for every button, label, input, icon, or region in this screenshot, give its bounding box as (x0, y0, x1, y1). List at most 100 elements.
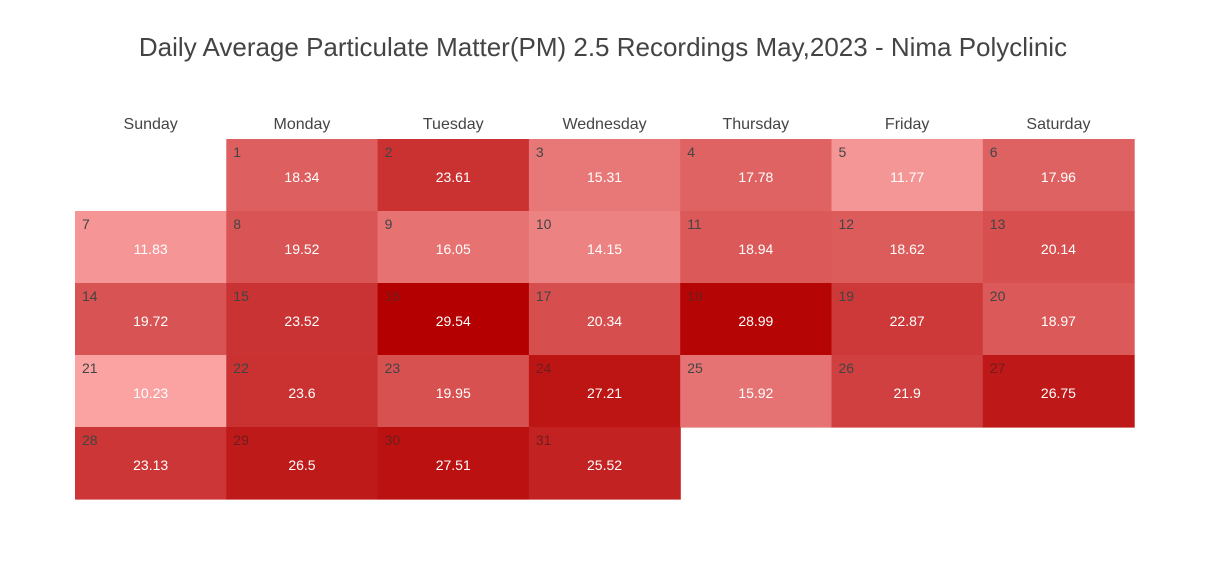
heatmap-cell: 15 23.52 (226, 283, 379, 356)
pm25-value-label: 17.78 (738, 169, 773, 185)
pm25-value-label: 19.52 (284, 241, 319, 257)
heatmap-cell-rect (528, 211, 681, 284)
day-number-label: 17 (536, 288, 552, 304)
day-number-label: 26 (839, 360, 855, 376)
day-number-label: 18 (687, 288, 703, 304)
day-number-label: 30 (385, 432, 401, 448)
heatmap-cell-rect (226, 427, 379, 500)
heatmap-cell: 417.78 (680, 139, 833, 212)
day-number-label: 25 (687, 360, 703, 376)
heatmap-cell-rect (982, 211, 1135, 284)
heatmap-cell-rect (982, 355, 1135, 428)
pm25-value-label: 19.72 (133, 313, 168, 329)
pm25-value-label: 18.62 (890, 241, 925, 257)
heatmap-cell-rect (831, 283, 984, 356)
heatmap-cell-rect (226, 211, 379, 284)
weekday-header: Wednesday (562, 116, 646, 133)
day-number-label: 13 (990, 216, 1006, 232)
heatmap-cell-rect (680, 211, 833, 284)
pm25-value-label: 18.34 (284, 169, 319, 185)
weekday-header: Tuesday (423, 116, 484, 133)
heatmap-cell: 30 27.51 (377, 427, 530, 500)
day-number-label: 19 (839, 288, 855, 304)
day-number-label: 15 (233, 288, 249, 304)
pm25-value-label: 15.31 (587, 169, 622, 185)
day-number-label: 23 (385, 360, 401, 376)
heatmap-cell-rect (377, 211, 530, 284)
heatmap-cell-rect (75, 355, 227, 428)
heatmap-cell: 11 18.94 (680, 211, 833, 284)
heatmap-cell: 14 19.72 (75, 283, 227, 356)
day-number-label: 4 (687, 144, 695, 160)
heatmap-cell: 511.77 (831, 139, 984, 212)
day-number-label: 24 (536, 360, 552, 376)
weekday-header: Monday (273, 116, 330, 133)
day-number-label: 11 (687, 216, 702, 232)
heatmap-cell: 315.31 (528, 139, 681, 212)
day-number-label: 31 (536, 432, 552, 448)
day-number-label: 8 (233, 216, 241, 232)
pm25-value-label: 23.61 (436, 169, 471, 185)
heatmap-cell-rect (377, 283, 530, 356)
day-number-label: 16 (385, 288, 401, 304)
pm25-value-label: 23.13 (133, 457, 168, 473)
chart-title: Daily Average Particulate Matter(PM) 2.5… (138, 32, 1068, 62)
pm25-value-label: 25.52 (587, 457, 622, 473)
heatmap-cell: 24 27.21 (528, 355, 681, 428)
pm25-value-label: 20.14 (1041, 241, 1076, 257)
heatmap-cell-rect (680, 139, 833, 212)
heatmap-cell-rect (528, 355, 681, 428)
pm25-value-label: 26.5 (288, 457, 315, 473)
heatmap-cell-rect (75, 283, 227, 356)
heatmap-cell: 25 15.92 (680, 355, 833, 428)
day-number-label: 1 (233, 144, 241, 160)
pm25-value-label: 20.34 (587, 313, 622, 329)
pm25-value-label: 15.92 (738, 385, 773, 401)
heatmap-cell: 13 20.14 (982, 211, 1135, 284)
heatmap-cell: 21 10.23 (75, 355, 227, 428)
heatmap-cell: 23 19.95 (377, 355, 530, 428)
pm25-value-label: 11.77 (890, 169, 924, 185)
pm25-value-label: 23.6 (288, 385, 315, 401)
weekday-header: Sunday (124, 116, 178, 133)
pm25-value-label: 14.15 (587, 241, 622, 257)
heatmap-cell-rect (226, 283, 379, 356)
heatmap-cell: 16 29.54 (377, 283, 530, 356)
day-number-label: 6 (990, 144, 998, 160)
heatmap-cell: 12 18.62 (831, 211, 984, 284)
day-number-label: 7 (82, 216, 90, 232)
heatmap-cell: 29 26.5 (226, 427, 379, 500)
heatmap-cell-rect (528, 283, 681, 356)
heatmap-cell-rect (528, 427, 681, 500)
weekday-header: Friday (885, 116, 929, 133)
heatmap-cell-rect (680, 283, 833, 356)
pm25-value-label: 19.95 (436, 385, 471, 401)
day-number-label: 21 (82, 360, 98, 376)
heatmap-cell: 26 21.9 (831, 355, 984, 428)
heatmap-cell-rect (377, 427, 530, 500)
heatmap-cell-rect (226, 355, 379, 428)
heatmap-cell-rect (982, 283, 1135, 356)
day-number-label: 20 (990, 288, 1006, 304)
heatmap-cell-rect (831, 211, 984, 284)
weekday-header: Thursday (722, 116, 789, 133)
heatmap-cell-rect (226, 139, 379, 212)
heatmap-cell: 819.52 (226, 211, 379, 284)
pm25-value-label: 16.05 (436, 241, 471, 257)
pm25-value-label: 10.23 (133, 385, 168, 401)
day-number-label: 27 (990, 360, 1006, 376)
day-number-label: 14 (82, 288, 98, 304)
pm25-value-label: 17.96 (1041, 169, 1076, 185)
pm25-value-label: 18.97 (1041, 313, 1076, 329)
day-number-label: 9 (385, 216, 393, 232)
heatmap-cell-rect (831, 355, 984, 428)
heatmap-cell: 10 14.15 (528, 211, 681, 284)
pm25-value-label: 22.87 (890, 313, 925, 329)
heatmap-cell-rect (982, 139, 1135, 212)
heatmap-cell: 22 23.6 (226, 355, 379, 428)
day-number-label: 29 (233, 432, 249, 448)
day-number-label: 28 (82, 432, 98, 448)
heatmap-cell: 223.61 (377, 139, 530, 212)
pm25-value-label: 18.94 (738, 241, 773, 257)
